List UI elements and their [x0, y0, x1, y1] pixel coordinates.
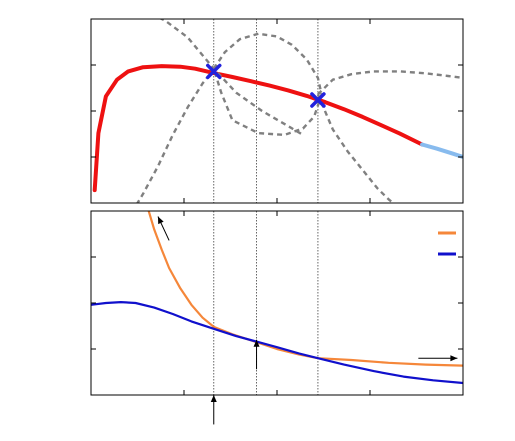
series-line-4: [212, 32, 323, 137]
top-frame: [90, 18, 464, 204]
annotation-arrow-3: [210, 395, 217, 425]
series-line-5: [317, 70, 463, 96]
bottom-plot-area: [91, 211, 463, 395]
cross-marker-0: [206, 63, 222, 80]
series-line-0: [92, 64, 425, 193]
series-line-2: [159, 19, 304, 136]
arrow-head: [253, 339, 260, 347]
arrow-head: [157, 216, 164, 225]
bottom-panel: [90, 210, 464, 425]
series-line-1: [420, 142, 463, 159]
annotation-arrow-0: [157, 216, 170, 241]
series-line-0: [147, 211, 463, 367]
annotation-arrow-2: [418, 355, 458, 362]
cross-marker-1: [310, 92, 326, 108]
arrow-head: [210, 395, 217, 402]
annotation-arrow-1: [253, 339, 260, 370]
top-panel: [90, 18, 464, 204]
series-line-6: [316, 93, 395, 203]
bottom-frame: [90, 210, 464, 396]
top-plot-area: [92, 19, 463, 203]
arrow-head: [450, 355, 458, 362]
series-line-3: [136, 67, 215, 203]
series-line-1: [91, 301, 463, 385]
